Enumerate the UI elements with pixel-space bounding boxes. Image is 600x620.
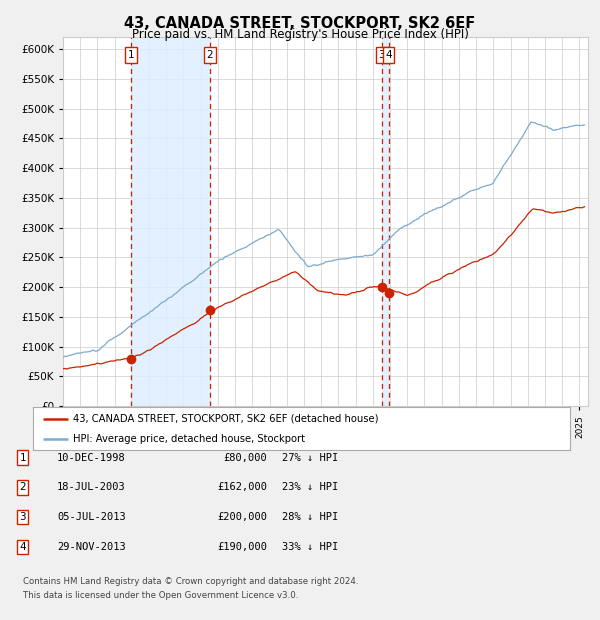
Text: 05-JUL-2013: 05-JUL-2013: [57, 512, 126, 522]
Text: 4: 4: [385, 50, 392, 60]
Text: 29-NOV-2013: 29-NOV-2013: [57, 542, 126, 552]
Text: 4: 4: [19, 542, 26, 552]
Text: Contains HM Land Registry data © Crown copyright and database right 2024.: Contains HM Land Registry data © Crown c…: [23, 577, 358, 586]
Text: 28% ↓ HPI: 28% ↓ HPI: [282, 512, 338, 522]
Text: 2: 2: [19, 482, 26, 492]
Text: 1: 1: [19, 453, 26, 463]
Text: Price paid vs. HM Land Registry's House Price Index (HPI): Price paid vs. HM Land Registry's House …: [131, 28, 469, 41]
Text: 33% ↓ HPI: 33% ↓ HPI: [282, 542, 338, 552]
Text: £190,000: £190,000: [217, 542, 267, 552]
Text: £200,000: £200,000: [217, 512, 267, 522]
Text: 1: 1: [128, 50, 134, 60]
Bar: [131, 37, 210, 406]
Text: 43, CANADA STREET, STOCKPORT, SK2 6EF (detached house): 43, CANADA STREET, STOCKPORT, SK2 6EF (d…: [73, 414, 379, 423]
Text: 18-JUL-2003: 18-JUL-2003: [57, 482, 126, 492]
Text: 3: 3: [19, 512, 26, 522]
Text: 43, CANADA STREET, STOCKPORT, SK2 6EF: 43, CANADA STREET, STOCKPORT, SK2 6EF: [124, 16, 476, 31]
Text: £162,000: £162,000: [217, 482, 267, 492]
Text: HPI: Average price, detached house, Stockport: HPI: Average price, detached house, Stoc…: [73, 434, 305, 444]
Text: This data is licensed under the Open Government Licence v3.0.: This data is licensed under the Open Gov…: [23, 591, 298, 600]
Text: 10-DEC-1998: 10-DEC-1998: [57, 453, 126, 463]
Bar: [382, 37, 388, 406]
Text: 2: 2: [206, 50, 214, 60]
Text: 23% ↓ HPI: 23% ↓ HPI: [282, 482, 338, 492]
Text: 27% ↓ HPI: 27% ↓ HPI: [282, 453, 338, 463]
Text: 3: 3: [379, 50, 385, 60]
Text: £80,000: £80,000: [223, 453, 267, 463]
